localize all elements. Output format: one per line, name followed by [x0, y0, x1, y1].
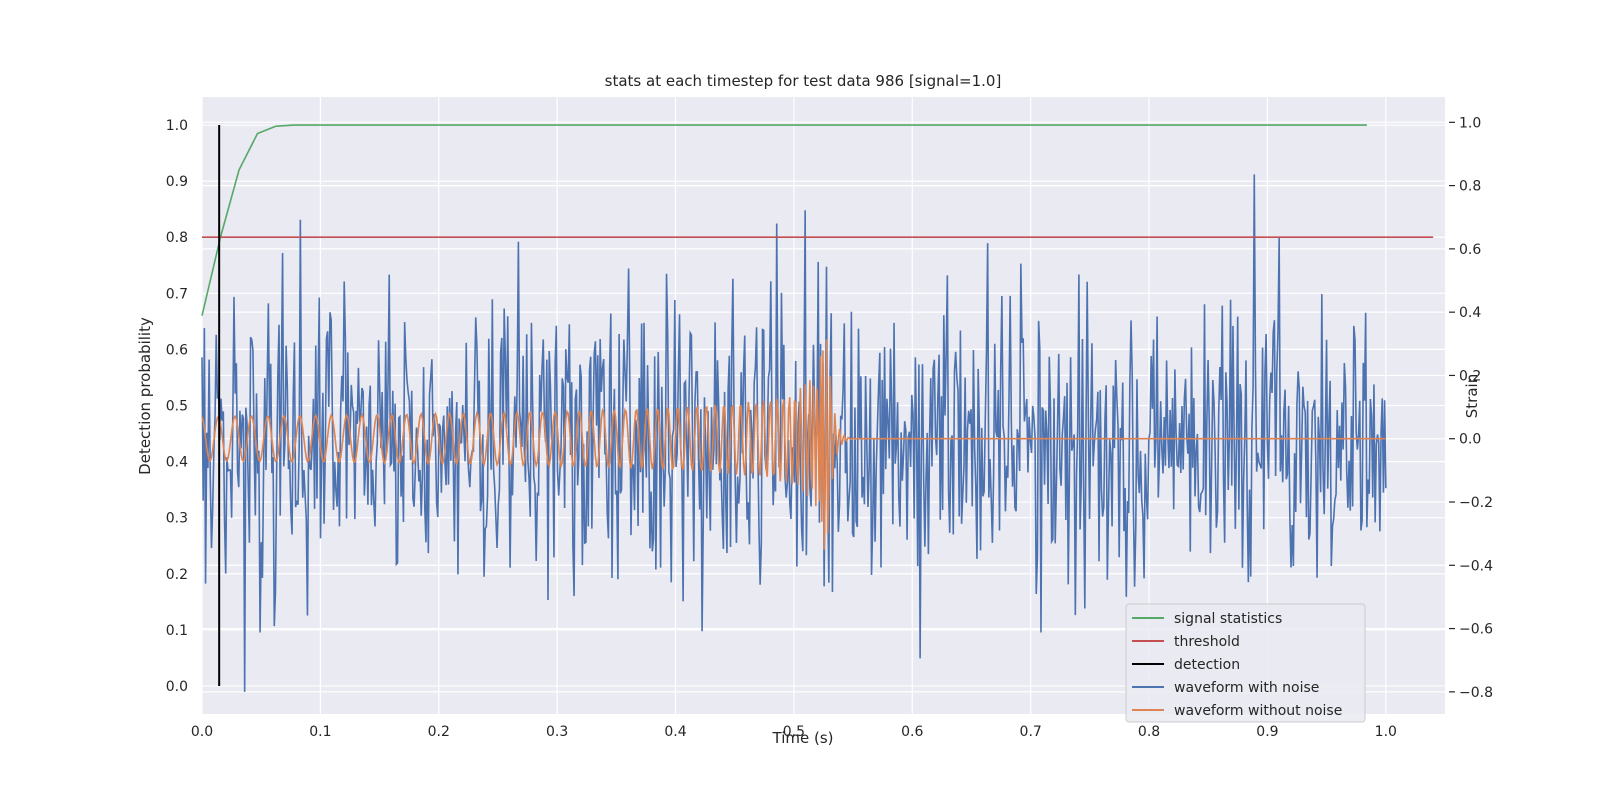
- x-tick-label: 0.3: [546, 724, 568, 740]
- y-tick-label: 0.6: [166, 342, 188, 358]
- y-tick-label: 0.9: [166, 174, 188, 190]
- legend-box: [1125, 603, 1366, 723]
- y-tick-label: 0.1: [166, 623, 188, 639]
- y2-tick-label: −0.6: [1459, 622, 1493, 638]
- x-tick-label: 0.1: [309, 724, 331, 740]
- legend-label: detection: [1174, 657, 1240, 673]
- y-tick-label: 0.7: [166, 286, 188, 302]
- legend-label: waveform with noise: [1174, 680, 1319, 696]
- y-tick-label: 0.0: [166, 679, 188, 695]
- y2-tick-label: 0.6: [1459, 242, 1481, 258]
- legend-label: threshold: [1174, 634, 1240, 650]
- y-tick-label: 0.4: [166, 455, 188, 471]
- y2-tick-label: 0.4: [1459, 305, 1481, 321]
- x-axis-label: Time (s): [772, 729, 834, 747]
- x-tick-label: 0.8: [1138, 724, 1160, 740]
- y2-tick-label: −0.4: [1459, 558, 1493, 574]
- x-tick-label: 0.0: [191, 724, 213, 740]
- y-axis-ticks: 0.0 0.1 0.2 0.3 0.4 0.5 0.6 0.7 0.8 0.9 1.0: [166, 118, 188, 695]
- legend-label: signal statistics: [1174, 611, 1282, 627]
- y2-tick-label: −0.2: [1459, 495, 1493, 511]
- chart-title: stats at each timestep for test data 986…: [605, 72, 1002, 90]
- y-tick-label: 0.2: [166, 567, 188, 583]
- x-tick-label: 0.9: [1256, 724, 1278, 740]
- series-waveform-with-noise: [201, 174, 1387, 692]
- y-tick-label: 1.0: [166, 118, 188, 134]
- y2-axis-ticks: −0.8 −0.6 −0.4 −0.2 0.0 0.2 0.4 0.6 0.8 1.0: [1449, 115, 1493, 701]
- x-tick-label: 0.2: [428, 724, 450, 740]
- y-tick-label: 0.5: [166, 399, 188, 415]
- legend: signal statistics threshold detection wavef…: [1125, 603, 1366, 723]
- y2-axis-label: Strain: [1463, 374, 1481, 418]
- x-tick-label: 0.6: [901, 724, 923, 740]
- x-tick-label: 1.0: [1375, 724, 1397, 740]
- y-axis-label: Detection probability: [136, 317, 154, 475]
- x-tick-label: 0.7: [1020, 724, 1042, 740]
- y-tick-label: 0.8: [166, 230, 188, 246]
- series-waveform-without-noise: [201, 339, 1386, 550]
- x-tick-label: 0.5: [783, 724, 805, 740]
- y2-tick-label: 0.8: [1459, 179, 1481, 195]
- y2-tick-label: −0.8: [1459, 685, 1493, 701]
- x-tick-label: 0.4: [664, 724, 686, 740]
- y2-tick-label: 1.0: [1459, 115, 1481, 131]
- y2-tick-label: 0.0: [1459, 432, 1481, 448]
- series-signal-statistics: [201, 124, 1367, 316]
- y2-tick-label: 0.2: [1459, 368, 1481, 384]
- legend-label: waveform without noise: [1174, 703, 1342, 719]
- x-axis-ticks: 0.0 0.1 0.2 0.3 0.4 0.5 0.6 0.7 0.8 0.9 1.0: [191, 724, 1397, 740]
- y-tick-label: 0.3: [166, 511, 188, 527]
